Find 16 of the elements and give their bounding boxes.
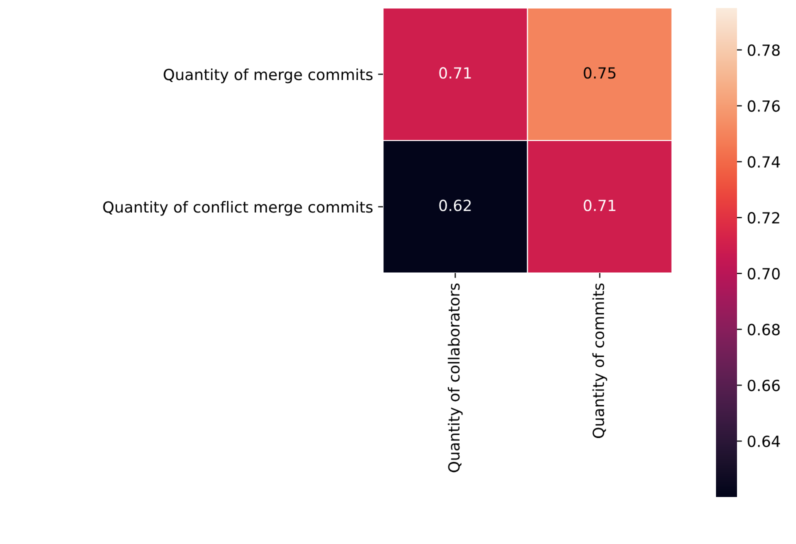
color-bar-label: 0.70 (748, 268, 780, 280)
y-tick-label: Quantity of conflict merge commits (103, 200, 373, 216)
data-label: 0.75 (584, 67, 616, 79)
color-bar-label: 0.68 (748, 324, 780, 336)
x-tick-label: Quantity of commits (592, 283, 608, 438)
color-bar-label: 0.76 (748, 100, 780, 112)
color-bar-label: 0.64 (748, 436, 780, 448)
color-bar-label: 0.78 (748, 44, 780, 56)
x-tick-label: Quantity of collaborators (448, 283, 463, 472)
y-tick-label: Quantity of merge commits (164, 68, 373, 84)
data-label: 0.71 (439, 67, 471, 79)
color-bar-label: 0.66 (748, 380, 780, 392)
color-bar-label: 0.74 (748, 156, 780, 168)
data-label: 0.71 (584, 200, 616, 212)
data-label: 0.62 (439, 200, 471, 212)
color-bar-label: 0.72 (748, 212, 780, 224)
